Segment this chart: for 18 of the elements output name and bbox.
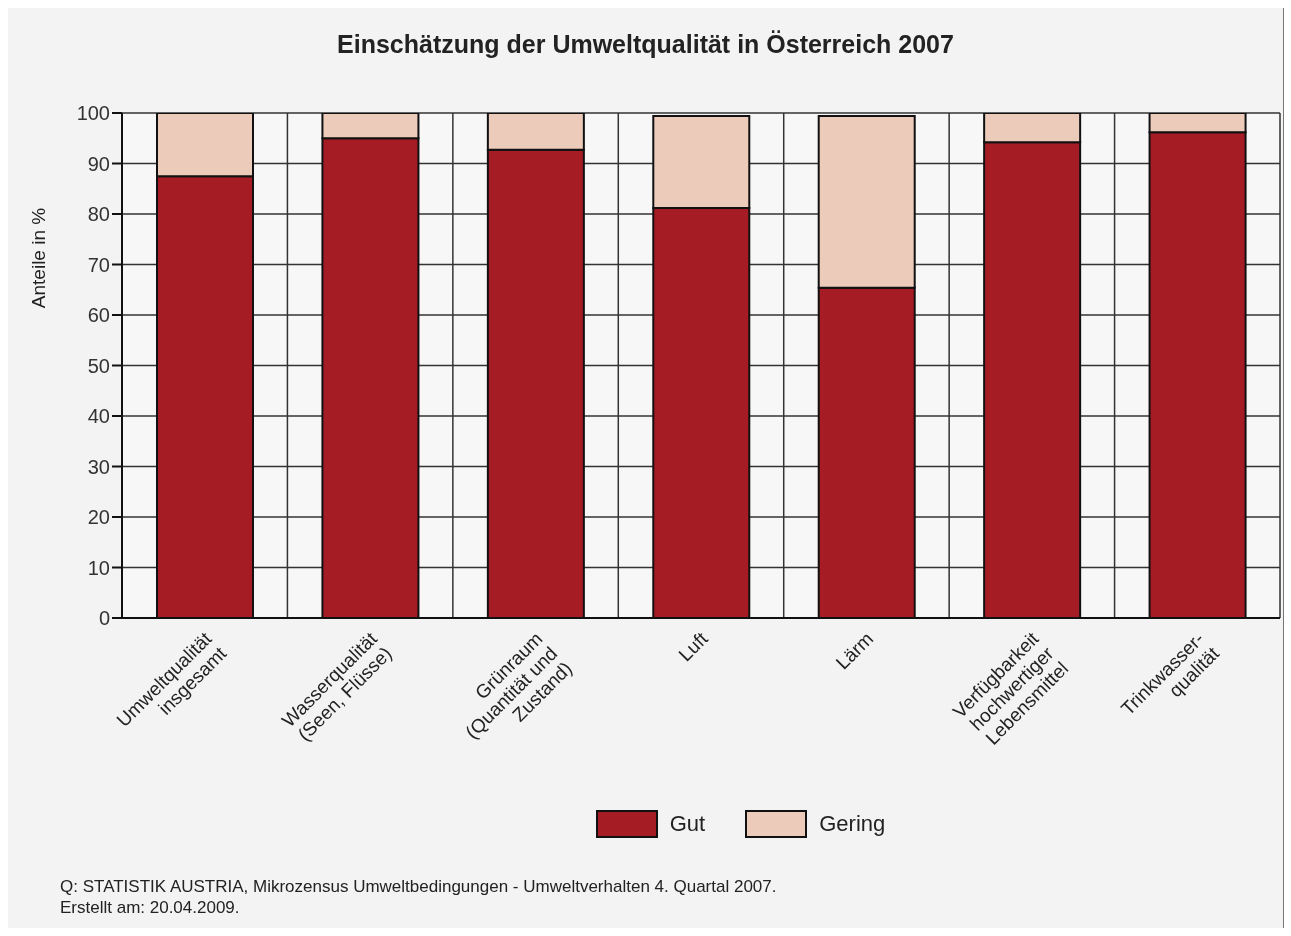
x-tick-label: Luft [674, 627, 713, 666]
y-tick-label: 20 [87, 506, 110, 529]
y-tick-label: 40 [87, 405, 110, 428]
text: Q: STATISTIK AUSTRIA, Mikrozensus Umweltbedingungen - Umweltverhalten 4. Quartal 2007. [60, 876, 777, 897]
y-tick-label: 50 [87, 354, 110, 377]
y-tick-label: 0 [98, 607, 110, 630]
y-tick-label: 80 [87, 203, 110, 226]
y-tick-label: 90 [87, 152, 110, 175]
legend-label: Gering [818, 810, 886, 838]
y-axis-title: Anteile in % [28, 207, 50, 309]
y-tick-label: 60 [87, 304, 110, 327]
legend-label: Gut [668, 810, 706, 838]
y-tick-label: 100 [76, 102, 110, 125]
text: Erstellt am: 20.04.2009. [60, 897, 241, 918]
y-tick-label: 10 [87, 556, 110, 579]
y-tick-label: 30 [87, 455, 110, 478]
chart-title: Einschätzung der Umweltqualität in Österreich 2007 [336, 30, 955, 59]
y-tick-label: 70 [87, 253, 110, 276]
